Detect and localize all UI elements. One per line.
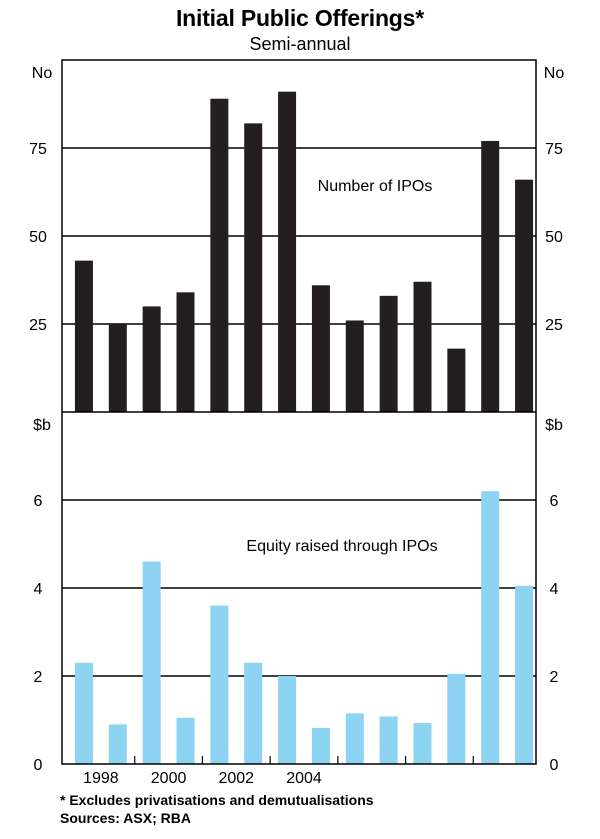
ipo-count-bar-12 — [447, 348, 466, 412]
ipo-count-bar-7 — [278, 91, 297, 413]
ipo-count-bar-1 — [74, 260, 93, 412]
x-tick-label: 2000 — [151, 770, 187, 787]
x-tick-label: 1998 — [83, 770, 119, 787]
ipo-count-bar-6 — [244, 123, 263, 413]
y-tick-label-right: 50 — [545, 229, 563, 246]
y-tick-label-left: 6 — [34, 493, 43, 510]
y-tick-label-right: 4 — [550, 581, 559, 598]
equity-bar-2 — [108, 724, 127, 764]
y-unit-right: No — [544, 65, 565, 82]
ipo-count-bar-8 — [311, 285, 330, 412]
equity-bar-14 — [515, 585, 534, 764]
chart-title: Initial Public Offerings* — [175, 5, 425, 31]
ipo-count-bar-4 — [176, 292, 195, 412]
y-tick-label-left: 75 — [29, 141, 47, 158]
equity-bar-9 — [345, 713, 364, 764]
y-tick-label-right: 75 — [545, 141, 563, 158]
equity-bar-11 — [413, 723, 432, 764]
series-annotation: Equity raised through IPOs — [246, 538, 437, 555]
y-tick-label-left: 0 — [34, 757, 43, 774]
ipo-count-bar-13 — [481, 140, 500, 412]
y-tick-label-left: 4 — [34, 581, 43, 598]
x-tick-label: 2004 — [286, 770, 322, 787]
equity-bar-3 — [142, 561, 161, 764]
ipo-count-bar-5 — [210, 98, 229, 412]
axis-labels: 25 25 50 50 75 75 No No Number of IPOs 0 0 2 2 4 4 6 6 $b… — [29, 65, 564, 787]
equity-bar-1 — [74, 662, 93, 764]
y-tick-label-left: 25 — [29, 317, 47, 334]
equity-bar-8 — [311, 727, 330, 764]
sources-note: Sources: ASX; RBA — [60, 810, 191, 826]
y-tick-label-right: 6 — [550, 493, 559, 510]
x-tick-label: 2002 — [218, 770, 254, 787]
footnote: * Excludes privatisations and demutualis… — [60, 792, 374, 808]
equity-bar-10 — [379, 716, 398, 764]
equity-bar-5 — [210, 605, 229, 764]
ipo-count-bar-11 — [413, 281, 432, 412]
ipo-count-bar-10 — [379, 295, 398, 412]
y-tick-label-right: 0 — [550, 757, 559, 774]
y-unit-left: No — [32, 65, 53, 82]
chart-frame — [61, 59, 537, 765]
ipo-count-bar-2 — [108, 324, 127, 412]
ipo-count-bar-9 — [345, 320, 364, 412]
equity-bar-4 — [176, 717, 195, 764]
equity-bar-12 — [447, 673, 466, 764]
equity-bar-6 — [244, 662, 263, 764]
y-tick-label-right: 25 — [545, 317, 563, 334]
series-annotation: Number of IPOs — [318, 178, 433, 195]
equity-bar-13 — [481, 491, 500, 764]
y-unit-right: $b — [545, 417, 563, 434]
equity-bar-7 — [278, 676, 297, 764]
y-unit-left: $b — [33, 417, 51, 434]
y-tick-label-left: 2 — [34, 669, 43, 686]
y-tick-label-right: 2 — [550, 669, 559, 686]
axis-ticks — [134, 756, 474, 764]
ipo-count-bar-3 — [142, 306, 161, 412]
ipo-count-bar-14 — [515, 179, 534, 412]
chart-subtitle: Semi-annual — [249, 34, 351, 54]
y-tick-label-left: 50 — [29, 229, 47, 246]
bars — [74, 91, 534, 764]
